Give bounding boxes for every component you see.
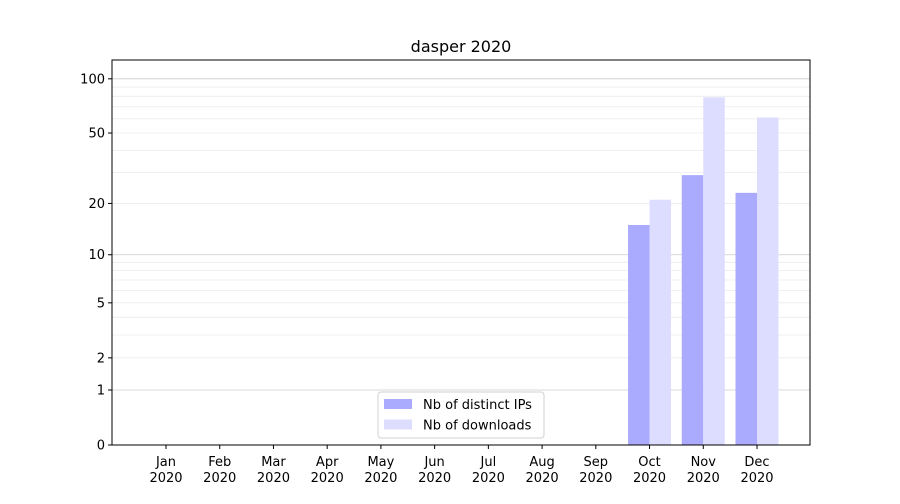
x-tick-label-line: 2020 <box>740 471 773 486</box>
x-tick-label-line: Aug <box>529 455 554 470</box>
bar-ips <box>681 175 704 445</box>
x-tick-label-line: Nov <box>691 455 717 470</box>
x-tick-label-line: Feb <box>208 455 231 470</box>
bar-downloads <box>757 117 779 446</box>
x-tick-label-line: 2020 <box>257 471 290 486</box>
y-tick-label: 5 <box>97 296 105 311</box>
x-tick-label: May 2020 <box>364 455 397 486</box>
x-tick-label-line: Apr <box>316 455 339 470</box>
y-tick-label: 100 <box>80 72 105 87</box>
x-tick-label-line: 2020 <box>364 471 397 486</box>
x-tick-label-line: Oct <box>638 455 660 470</box>
y-tick-label: 10 <box>88 248 105 263</box>
bar-downloads <box>703 97 725 446</box>
y-tick-label: 50 <box>88 127 105 142</box>
x-tick-label-line: Jul <box>480 455 497 470</box>
x-tick-label: Feb 2020 <box>203 455 236 486</box>
x-tick-label-line: Jan <box>155 455 176 470</box>
x-tick-label: Sep 2020 <box>579 455 612 486</box>
chart-title: dasper 2020 <box>411 37 512 56</box>
y-tick-label: 0 <box>97 439 105 454</box>
legend-swatch <box>384 419 412 430</box>
x-tick-label-line: 2020 <box>687 471 720 486</box>
x-tick-label-line: Mar <box>261 455 286 470</box>
x-tick-label-line: Dec <box>744 455 769 470</box>
x-tick-label: Oct 2020 <box>633 455 666 486</box>
x-tick-label-line: 2020 <box>633 471 666 486</box>
plot-frame <box>111 59 811 446</box>
x-tick-label-line: Jun <box>423 455 444 470</box>
x-tick-label: Apr 2020 <box>311 455 344 486</box>
x-tick-label-line: 2020 <box>149 471 182 486</box>
x-tick-label: Dec 2020 <box>740 455 773 486</box>
x-tick-label: Jan 2020 <box>149 455 182 486</box>
legend-swatch <box>384 399 412 409</box>
x-tick-label-line: 2020 <box>579 471 612 486</box>
x-tick-label-line: 2020 <box>311 471 344 486</box>
legend-box <box>377 391 545 439</box>
x-tick-label: Jul 2020 <box>472 455 505 486</box>
x-tick-label: Nov 2020 <box>687 455 720 486</box>
x-tick-label-line: 2020 <box>203 471 236 486</box>
x-tick-label-line: Sep <box>584 455 609 470</box>
bar-downloads <box>649 199 672 445</box>
x-tick-label: Jun 2020 <box>418 455 451 486</box>
x-tick-label-line: 2020 <box>418 471 451 486</box>
y-tick-label: 1 <box>97 384 105 399</box>
legend-label: Nb of downloads <box>423 419 532 434</box>
y-tick-label: 2 <box>97 351 105 366</box>
bar-ips <box>735 192 757 445</box>
y-tick-label: 20 <box>88 197 105 212</box>
bar-ips <box>628 225 650 445</box>
x-tick-label-line: 2020 <box>472 471 505 486</box>
legend-label: Nb of distinct IPs <box>423 398 532 413</box>
x-tick-label: Aug 2020 <box>526 455 559 486</box>
x-tick-label: Mar 2020 <box>257 455 290 486</box>
legend: Nb of distinct IPs Nb of downloads <box>377 391 545 439</box>
x-tick-label-line: May <box>367 455 394 470</box>
x-tick-label-line: 2020 <box>526 471 559 486</box>
